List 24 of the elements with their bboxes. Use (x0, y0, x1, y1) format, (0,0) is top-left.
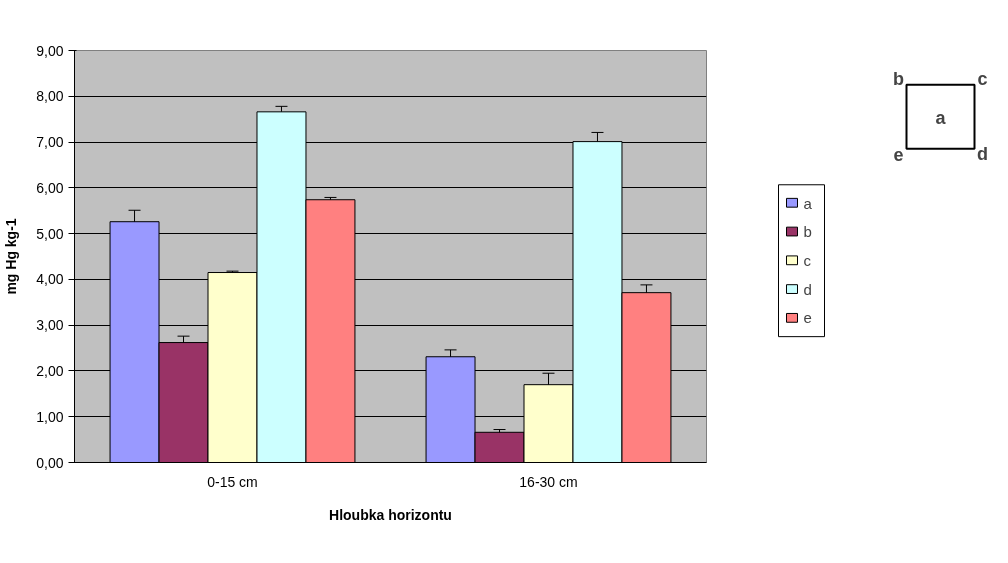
y-tick-label: 0,00 (36, 454, 64, 471)
legend-label: c (803, 252, 812, 270)
y-tick-label: 1,00 (36, 408, 64, 425)
y-tick-label: 7,00 (36, 134, 64, 151)
y-tick-label: 3,00 (36, 317, 64, 334)
legend-label: e (803, 309, 812, 327)
legend-label: a (803, 194, 813, 212)
y-tick-label: 4,00 (36, 271, 64, 288)
y-axis-title: mg Hg kg-1 (3, 218, 20, 295)
y-tick-label: 6,00 (36, 179, 64, 196)
y-tick-label: 5,00 (36, 225, 64, 242)
text: d (977, 144, 988, 165)
y-tick-label: 8,00 (36, 88, 64, 105)
x-tick-label: 0-15 cm (207, 473, 258, 490)
legend-label: d (803, 280, 812, 298)
text: c (977, 69, 988, 90)
y-tick-label: 9,00 (36, 42, 64, 59)
text: b (893, 69, 904, 90)
legend-label: b (803, 223, 812, 241)
text: a (935, 107, 947, 128)
x-tick-label: 16-30 cm (519, 473, 578, 490)
y-tick-label: 2,00 (36, 362, 64, 379)
x-axis-title: Hloubka horizontu (329, 506, 452, 523)
text: e (893, 144, 904, 165)
